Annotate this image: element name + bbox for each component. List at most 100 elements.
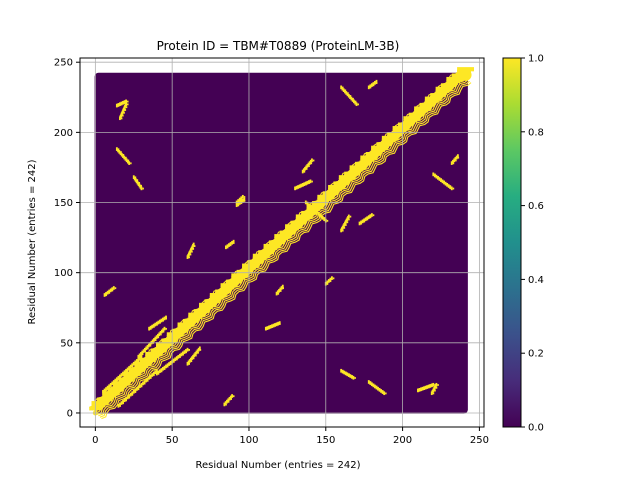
heatmap-cell (177, 325, 192, 329)
heatmap-cell (450, 186, 453, 191)
heatmap-cell (128, 394, 131, 398)
heatmap-cell (258, 253, 271, 257)
diagonal-contact-band (101, 82, 472, 420)
heatmap-cell (238, 201, 241, 205)
heatmap-cell (353, 99, 355, 104)
heatmap-cell (120, 152, 123, 157)
heatmap-cell (157, 320, 160, 325)
heatmap-cell (383, 391, 386, 396)
heatmap-cell (367, 380, 370, 384)
heatmap-cell (132, 175, 135, 179)
x-tick-label: 100 (239, 435, 258, 446)
heatmap-cell (279, 233, 292, 237)
heatmap-cell (106, 385, 109, 390)
heatmap-cell (236, 272, 249, 276)
heatmap-cell (338, 177, 353, 182)
heatmap-cell (306, 180, 309, 185)
heatmap-cell (408, 115, 422, 119)
heatmap-cell (420, 387, 422, 392)
heatmap-cell (341, 369, 344, 374)
heatmap-cell (125, 99, 128, 104)
heatmap-cell (126, 395, 129, 400)
heatmap-cell (155, 371, 158, 376)
heatmap-cell (295, 217, 310, 221)
heatmap-cell (430, 95, 443, 99)
heatmap-cell (189, 253, 192, 256)
y-axis-label: Residual Number (entries = 242) (27, 159, 38, 324)
heatmap-cell (152, 371, 155, 376)
heatmap-cell (232, 239, 235, 244)
heatmap-cell (272, 323, 275, 328)
heatmap-cell (276, 290, 279, 295)
heatmap-cell (185, 349, 187, 353)
heatmap-cell (186, 361, 189, 366)
heatmap-cell (340, 85, 343, 90)
heatmap-cell (372, 214, 375, 217)
heatmap-cell (125, 368, 128, 373)
heatmap-cell (375, 385, 378, 388)
heatmap-cell (134, 176, 137, 179)
colorbar: 0.0 0.2 0.4 0.6 0.8 1.0 (502, 54, 544, 434)
colorbar-tick-label: 0.0 (528, 423, 544, 434)
heatmap-cell (301, 213, 314, 217)
heatmap-cell (157, 333, 159, 338)
heatmap-cell (424, 385, 427, 390)
heatmap-cell (322, 194, 335, 198)
heatmap-cell (429, 384, 432, 388)
heatmap-cell (370, 83, 373, 87)
heatmap-cell (361, 219, 364, 224)
heatmap-cell (309, 204, 312, 209)
heatmap-cell (109, 288, 112, 293)
heatmap-cell (435, 174, 438, 179)
heatmap-cell (381, 140, 394, 144)
y-tick-label: 50 (60, 338, 73, 349)
heatmap-cell (196, 349, 199, 353)
heatmap-cell (454, 157, 457, 161)
heatmap-cell (189, 357, 192, 362)
heatmap-cell (188, 315, 203, 319)
heatmap-cell (137, 354, 140, 359)
heatmap-cell (198, 346, 201, 351)
heatmap-cell (451, 76, 465, 80)
heatmap-cell (160, 368, 163, 372)
heatmap-cell (134, 364, 149, 369)
heatmap-cell (163, 365, 166, 370)
heatmap-cell (169, 360, 172, 365)
heatmap-cell (136, 179, 139, 182)
heatmap-cell (191, 356, 193, 360)
heatmap-cell (108, 384, 111, 389)
heatmap-cell (142, 187, 144, 190)
heatmap-cell (117, 148, 120, 153)
heatmap-cell (349, 374, 352, 378)
heatmap-cell (131, 391, 134, 396)
heatmap-cell (155, 321, 158, 326)
heatmap-cell (128, 366, 131, 370)
heatmap-cell (178, 353, 181, 358)
heatmap-cell (432, 382, 435, 387)
heatmap-cell (338, 180, 351, 184)
heatmap-cell (112, 380, 115, 384)
heatmap-cell (113, 384, 127, 388)
heatmap-cell (117, 103, 120, 107)
heatmap-cell (360, 220, 363, 225)
heatmap-cell (102, 394, 117, 398)
x-tick-label: 200 (393, 435, 412, 446)
heatmap-cell (240, 196, 243, 201)
heatmap-cell (317, 197, 332, 202)
heatmap-cell (240, 199, 243, 204)
heatmap-cell (311, 180, 313, 183)
heatmap-cell (445, 81, 458, 85)
heatmap-cell (124, 157, 127, 161)
heatmap-cell (197, 347, 200, 352)
diagonal-contact-band (89, 70, 460, 408)
heatmap-cell (151, 339, 154, 344)
heatmap-cell (193, 353, 196, 358)
heatmap-cell (127, 103, 129, 106)
heatmap-cell (424, 101, 437, 105)
heatmap-cell (297, 185, 300, 189)
heatmap-cell (111, 287, 114, 291)
heatmap-cell (192, 247, 195, 250)
heatmap-cell (106, 290, 109, 295)
heatmap-cell (446, 183, 449, 187)
heatmap-cell (369, 214, 372, 218)
